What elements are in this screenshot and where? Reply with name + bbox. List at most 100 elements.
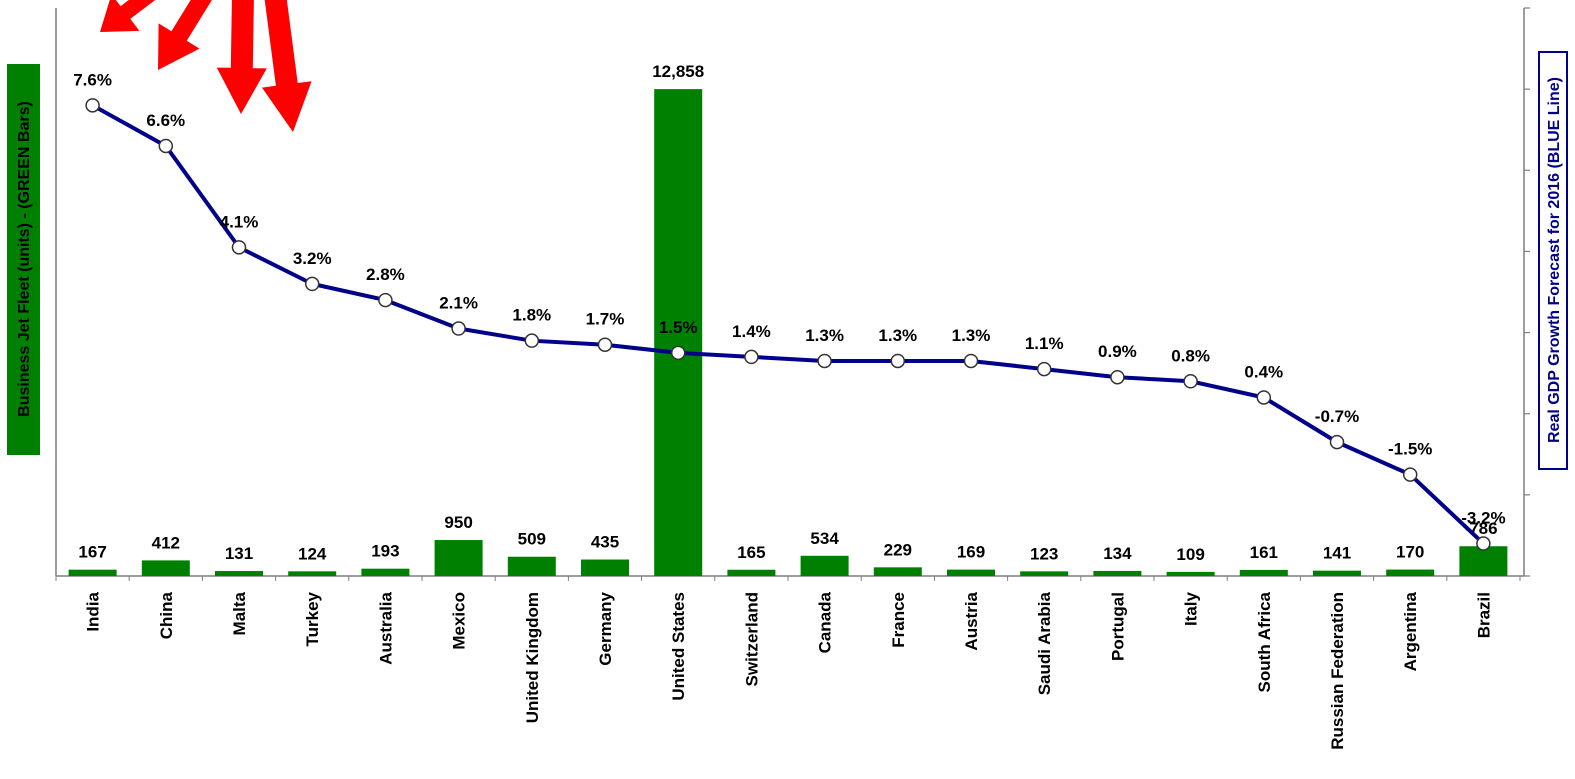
bar-india: [68, 569, 117, 576]
gdp-value-label: 2.1%: [439, 294, 478, 313]
bar-value-label: 170: [1396, 543, 1424, 562]
bar-saudi-arabia: [1020, 571, 1069, 576]
gdp-value-label: -0.7%: [1315, 407, 1359, 426]
bar-south-africa: [1239, 569, 1288, 576]
gdp-value-label: 1.7%: [586, 310, 625, 329]
bar-australia: [361, 568, 410, 576]
gdp-point: [451, 321, 466, 336]
bar-value-label: 123: [1030, 544, 1058, 563]
bar-value-label: 950: [444, 513, 472, 532]
red-arrow: [216, 0, 267, 114]
bar-value-labels: 167 412 131 124 193 950 509 435 12,858 165 534 229 1…: [78, 62, 1497, 564]
bar-series: [68, 89, 1508, 576]
gdp-value-label: 1.4%: [732, 322, 771, 341]
bar-france: [873, 567, 922, 576]
category-label: Russian Federation: [1328, 592, 1347, 750]
red-arrow: [100, 0, 156, 32]
bar-value-label: 12,858: [652, 62, 704, 81]
gdp-value-label: 0.9%: [1098, 342, 1137, 361]
category-label: France: [889, 592, 908, 648]
category-label: China: [157, 591, 176, 639]
category-label: Austria: [962, 591, 981, 650]
gdp-point: [304, 276, 320, 292]
y-axis-title-background: [7, 64, 40, 455]
bar-russian-federation: [1313, 570, 1361, 576]
bar-malta: [215, 571, 263, 576]
category-label: Argentina: [1401, 591, 1420, 671]
gdp-point: [890, 353, 906, 369]
category-label: Germany: [596, 591, 615, 665]
category-label: United States: [669, 592, 688, 701]
gdp-point: [670, 345, 686, 361]
gdp-point: [85, 98, 100, 113]
red-arrows-decoration: [100, 0, 312, 132]
bar-value-label: 167: [78, 543, 106, 562]
bar-value-label: 134: [1103, 544, 1132, 563]
bar-china: [141, 560, 190, 576]
bar-united-states: [654, 89, 703, 576]
gdp-point: [524, 333, 540, 348]
gdp-point: [1256, 390, 1272, 405]
bar-value-label: 109: [1176, 545, 1204, 564]
category-label: Mexico: [450, 592, 469, 650]
gdp-value-label: 7.6%: [73, 70, 112, 89]
bar-value-label: 165: [737, 543, 765, 562]
bar-value-label: 435: [591, 533, 619, 552]
bar-united-kingdom: [507, 556, 556, 576]
category-label: Brazil: [1474, 592, 1493, 638]
gdp-point: [158, 138, 174, 154]
category-label: India: [84, 591, 103, 631]
bar-canada: [800, 555, 849, 576]
category-label: Saudi Arabia: [1035, 591, 1054, 695]
gdp-value-label: 3.2%: [293, 249, 332, 268]
bar-value-label: 141: [1323, 544, 1351, 563]
line-value-labels: 7.6% 6.6% 4.1% 3.2% 2.8% 2.1% 1.8% 1.7% 1.5% 1.4%…: [73, 70, 1505, 527]
bar-value-label: 193: [371, 542, 399, 561]
bar-austria: [947, 569, 995, 576]
bar-portugal: [1093, 570, 1142, 576]
category-label: Portugal: [1108, 592, 1127, 661]
category-label: Malta: [230, 591, 249, 635]
category-tick-labels: India China Malta Turkey Australia Mexico Unit…: [84, 591, 1494, 749]
gdp-value-label: -3.2%: [1461, 509, 1505, 528]
bar-turkey: [288, 571, 337, 576]
bar-value-label: 161: [1250, 543, 1278, 562]
bar-argentina: [1386, 569, 1435, 576]
gdp-value-label: 1.5%: [659, 318, 698, 337]
gdp-point: [1329, 434, 1345, 450]
bar-value-label: 131: [225, 544, 253, 563]
gdp-line: [91, 103, 1485, 545]
gdp-point: [1476, 536, 1491, 551]
category-label: Switzerland: [742, 592, 761, 686]
category-label: Australia: [376, 591, 395, 664]
gdp-point: [597, 337, 613, 352]
line-series: [85, 98, 1491, 551]
y2-axis-title: Real GDP Growth Forecast for 2016 (BLUE …: [1546, 77, 1563, 443]
gdp-value-label: 2.8%: [366, 265, 405, 284]
gdp-value-label: 0.4%: [1244, 362, 1283, 381]
gdp-value-label: 4.1%: [220, 212, 259, 231]
gdp-point: [744, 349, 759, 365]
gdp-point: [963, 353, 979, 369]
category-label: Canada: [816, 591, 835, 653]
category-label: South Africa: [1255, 591, 1274, 692]
gdp-value-label: 0.8%: [1171, 346, 1210, 365]
category-label: Italy: [1182, 591, 1201, 626]
gdp-value-label: 1.8%: [512, 306, 551, 325]
category-label: United Kingdom: [523, 592, 542, 723]
bar-value-label: 124: [298, 544, 327, 563]
y-axis-title-right: Real GDP Growth Forecast for 2016 (BLUE …: [1538, 51, 1568, 470]
bar-italy: [1166, 571, 1215, 576]
y2-axis-title-border: [1538, 51, 1568, 470]
gdp-value-label: 1.3%: [952, 326, 991, 345]
gdp-value-label: 6.6%: [146, 111, 185, 130]
red-arrow: [262, 0, 312, 132]
gdp-point: [817, 353, 832, 369]
gdp-point: [378, 292, 393, 308]
bar-mexico: [434, 540, 483, 576]
bar-germany: [581, 559, 629, 576]
category-label: Turkey: [303, 591, 322, 646]
gdp-value-label: -1.5%: [1388, 440, 1432, 459]
bar-value-label: 509: [518, 530, 546, 549]
